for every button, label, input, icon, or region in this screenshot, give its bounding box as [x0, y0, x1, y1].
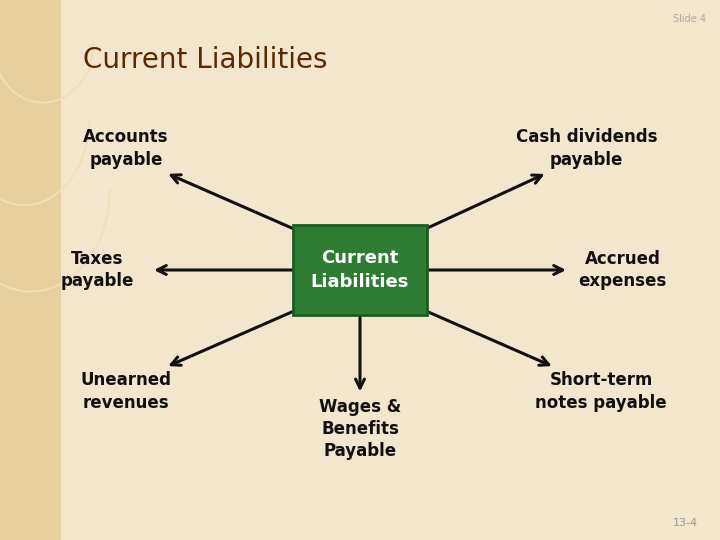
Text: Accounts
payable: Accounts payable — [84, 129, 168, 168]
Text: Cash dividends
payable: Cash dividends payable — [516, 129, 657, 168]
Text: Slide 4: Slide 4 — [672, 14, 706, 24]
Text: Short-term
notes payable: Short-term notes payable — [536, 372, 667, 411]
Text: Accrued
expenses: Accrued expenses — [579, 250, 667, 290]
FancyArrowPatch shape — [416, 175, 541, 233]
FancyArrowPatch shape — [158, 266, 294, 274]
FancyArrowPatch shape — [426, 266, 562, 274]
Text: 13-4: 13-4 — [673, 518, 698, 528]
Text: Current Liabilities: Current Liabilities — [83, 46, 328, 74]
FancyArrowPatch shape — [356, 315, 364, 388]
Text: Wages &
Benefits
Payable: Wages & Benefits Payable — [319, 398, 401, 461]
Text: Taxes
payable: Taxes payable — [60, 250, 134, 290]
FancyArrowPatch shape — [171, 175, 304, 233]
FancyArrowPatch shape — [416, 307, 549, 365]
Bar — [0, 0, 61, 540]
Text: Current
Liabilities: Current Liabilities — [311, 249, 409, 291]
FancyBboxPatch shape — [294, 226, 426, 314]
Text: Unearned
revenues: Unearned revenues — [81, 372, 171, 411]
FancyArrowPatch shape — [171, 307, 304, 365]
